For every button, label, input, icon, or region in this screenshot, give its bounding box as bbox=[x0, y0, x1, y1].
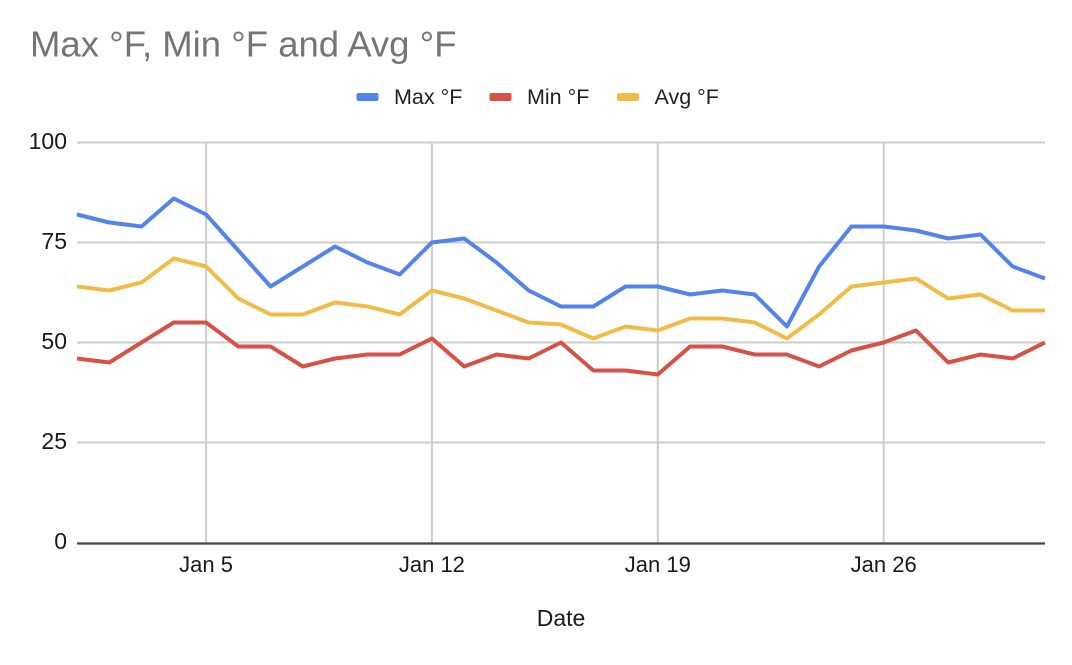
svg-text:Jan 12: Jan 12 bbox=[399, 552, 465, 577]
svg-text:25: 25 bbox=[41, 428, 67, 454]
svg-text:100: 100 bbox=[29, 128, 67, 154]
svg-text:0: 0 bbox=[54, 528, 67, 554]
svg-text:Jan 19: Jan 19 bbox=[625, 552, 691, 577]
svg-text:Jan 26: Jan 26 bbox=[851, 552, 917, 577]
svg-text:Date: Date bbox=[537, 605, 586, 631]
svg-text:75: 75 bbox=[41, 228, 67, 254]
svg-text:Avg °F: Avg °F bbox=[655, 85, 719, 109]
svg-text:Min °F: Min °F bbox=[527, 85, 589, 109]
svg-text:50: 50 bbox=[41, 328, 67, 354]
svg-text:Jan 5: Jan 5 bbox=[179, 552, 233, 577]
svg-text:Max °F: Max °F bbox=[394, 85, 462, 109]
svg-text:Max °F, Min °F and Avg °F: Max °F, Min °F and Avg °F bbox=[30, 24, 457, 65]
